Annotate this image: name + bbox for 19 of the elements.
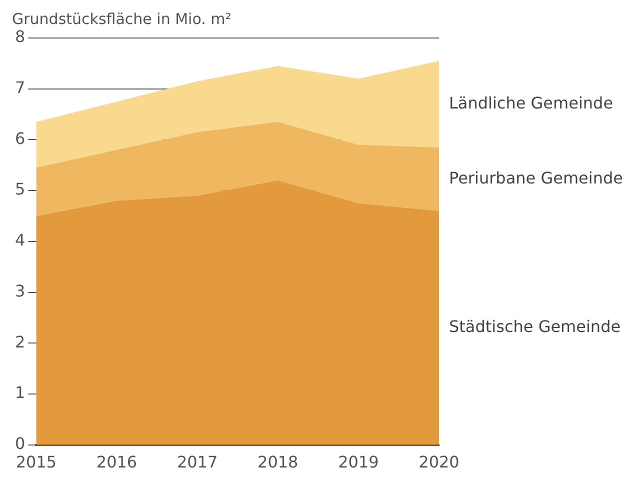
- x-tick-label: 2020: [418, 452, 460, 472]
- series-label: Periurbane Gemeinde: [449, 168, 623, 188]
- y-tick-label: 6: [14, 128, 26, 148]
- y-tick-label: 3: [14, 281, 26, 300]
- x-tick-label: 2017: [176, 452, 218, 472]
- x-tick-label: 2018: [258, 452, 298, 472]
- y-tick-label: 2: [14, 332, 26, 352]
- x-tick-label: 2019: [338, 452, 379, 472]
- y-tick-label: 5: [14, 180, 26, 199]
- y-tick-label: 7: [14, 78, 26, 98]
- x-tick-label: 2016: [96, 452, 138, 472]
- y-tick-label: 4: [14, 230, 26, 250]
- y-tick-label: 0: [14, 434, 26, 453]
- y-tick-label: 1: [14, 383, 26, 402]
- y-tick-label: 8: [14, 27, 26, 46]
- series-label: Städtische Gemeinde: [449, 317, 621, 336]
- series-label: Ländliche Gemeinde: [449, 93, 614, 112]
- x-tick-label: 2015: [16, 452, 57, 472]
- y-axis-title: Grundstücksfläche in Mio. m²: [12, 10, 232, 28]
